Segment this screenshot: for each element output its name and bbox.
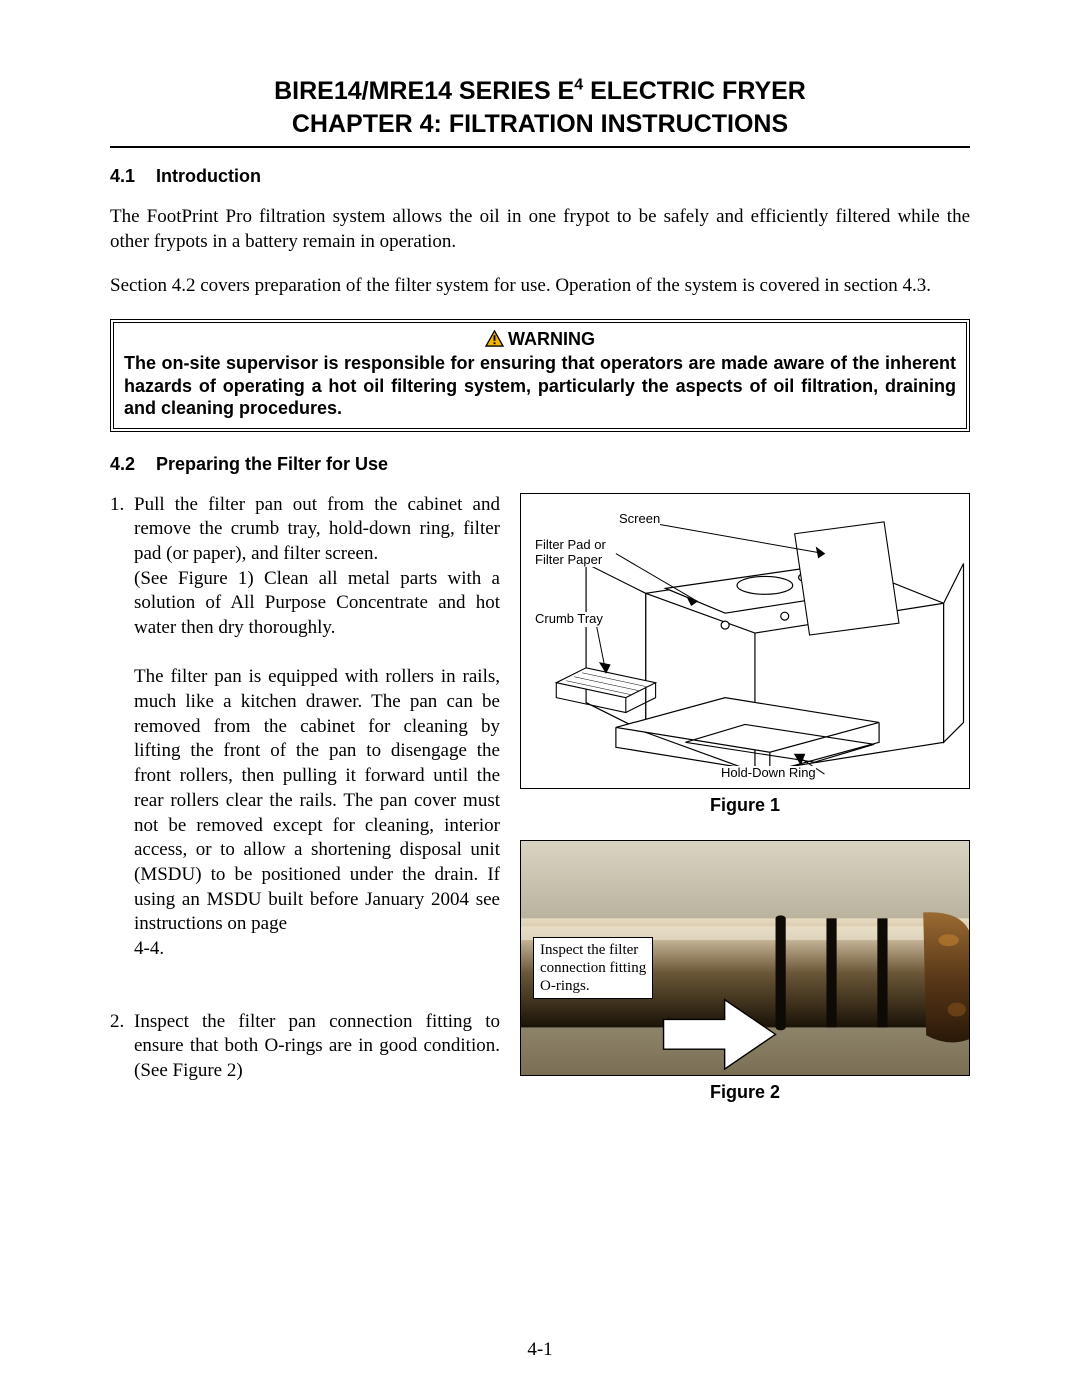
warning-label: WARNING (508, 329, 595, 349)
figure-1-label-pad: Filter Pad or Filter Paper (535, 538, 606, 568)
title-line1-suffix: ELECTRIC FRYER (583, 77, 806, 105)
figure-2-wrapper: Inspect the filter connection fitting O-… (520, 840, 970, 1103)
section-4-1-heading: 4.1Introduction (110, 166, 970, 187)
warning-body: The on-site supervisor is responsible fo… (124, 352, 956, 420)
title-sup: 4 (574, 77, 583, 94)
figure-1-label-crumb: Crumb Tray (535, 612, 603, 627)
document-title: BIRE14/MRE14 SERIES E4 ELECTRIC FRYER CH… (110, 75, 970, 140)
warning-icon (485, 330, 504, 352)
figure-2-caption: Figure 2 (520, 1082, 970, 1103)
title-divider (110, 146, 970, 148)
section-4-1-title: Introduction (156, 166, 261, 186)
warning-title-row: WARNING (124, 329, 956, 352)
step-1-body: Pull the filter pan out from the cabinet… (134, 493, 500, 962)
step-2-number: 2. (110, 1010, 134, 1084)
section-4-2-number: 4.2 (110, 454, 156, 475)
section-4-1-para2: Section 4.2 covers preparation of the fi… (110, 274, 970, 299)
title-line1-prefix: BIRE14/MRE14 SERIES E (274, 77, 574, 105)
page-number: 4-1 (0, 1339, 1080, 1361)
section-4-2-heading: 4.2Preparing the Filter for Use (110, 454, 970, 475)
step-1: 1. Pull the filter pan out from the cabi… (110, 493, 500, 962)
left-column: 1. Pull the filter pan out from the cabi… (110, 493, 500, 1103)
figure-1-box: Screen Filter Pad or Filter Paper Crumb … (520, 493, 970, 789)
figure-1-wrapper: Screen Filter Pad or Filter Paper Crumb … (520, 493, 970, 816)
step-1-p3: The filter pan is equipped with rollers … (134, 666, 500, 934)
title-line2: CHAPTER 4: FILTRATION INSTRUCTIONS (292, 110, 788, 138)
step-2-body: Inspect the filter pan connection fittin… (134, 1010, 500, 1084)
step-1-p1: Pull the filter pan out from the cabinet… (134, 494, 500, 564)
section-4-2-title: Preparing the Filter for Use (156, 454, 388, 474)
figure-2-callout: Inspect the filter connection fitting O-… (533, 937, 653, 999)
step-1-number: 1. (110, 493, 134, 962)
warning-box: WARNING The on-site supervisor is respon… (110, 319, 970, 432)
figure-1-label-screen: Screen (619, 512, 660, 527)
figure-1-caption: Figure 1 (520, 795, 970, 816)
right-column: Screen Filter Pad or Filter Paper Crumb … (520, 493, 970, 1103)
figure-2-box: Inspect the filter connection fitting O-… (520, 840, 970, 1076)
step-1-p4: 4-4. (134, 937, 164, 962)
figure-1-label-ring: Hold-Down Ring (721, 766, 816, 781)
two-column-layout: 1. Pull the filter pan out from the cabi… (110, 493, 970, 1103)
step-2: 2. Inspect the filter pan connection fit… (110, 1010, 500, 1084)
section-4-1-para1: The FootPrint Pro filtration system allo… (110, 205, 970, 254)
step-1-p2: (See Figure 1) Clean all metal parts wit… (134, 568, 500, 638)
section-4-1-number: 4.1 (110, 166, 156, 187)
